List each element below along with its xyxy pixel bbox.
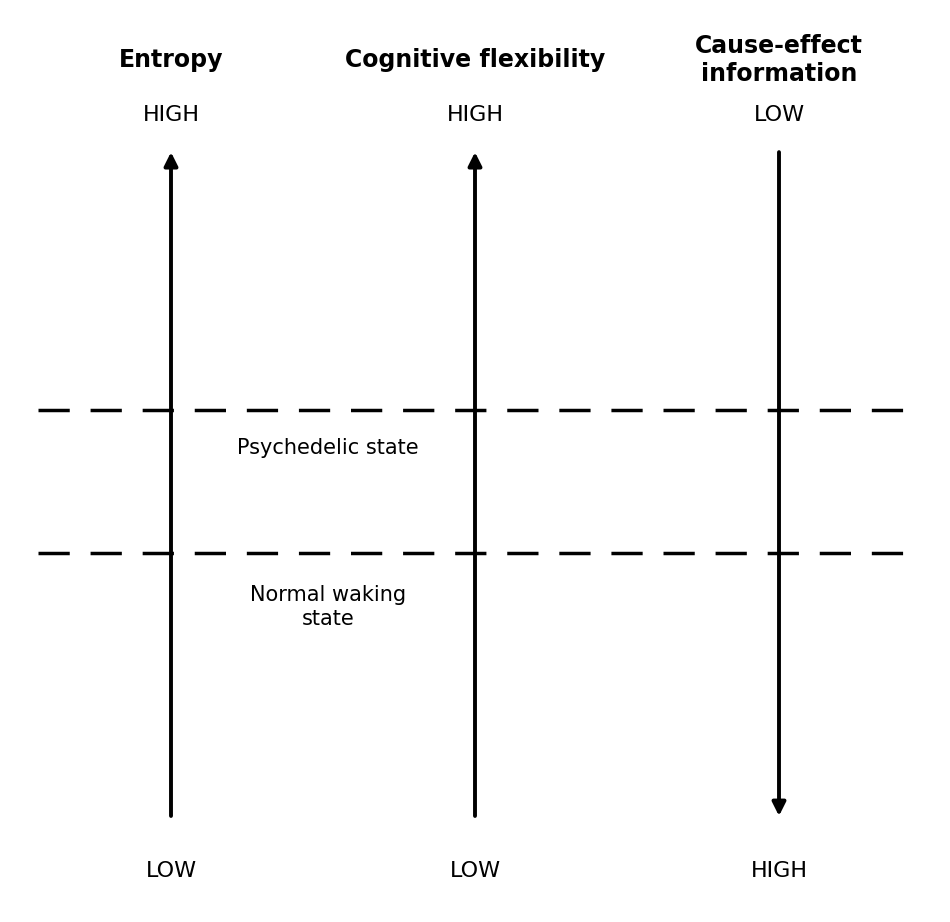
Text: Normal waking
state: Normal waking state [250,585,406,629]
Text: Cause-effect
information: Cause-effect information [695,34,863,86]
Text: HIGH: HIGH [750,861,808,881]
Text: Cognitive flexibility: Cognitive flexibility [345,48,605,72]
Text: LOW: LOW [753,105,805,125]
Text: LOW: LOW [145,861,197,881]
Text: Entropy: Entropy [119,48,223,72]
Text: Psychedelic state: Psychedelic state [237,438,419,458]
Text: HIGH: HIGH [142,105,200,125]
Text: LOW: LOW [449,861,501,881]
Text: HIGH: HIGH [446,105,504,125]
